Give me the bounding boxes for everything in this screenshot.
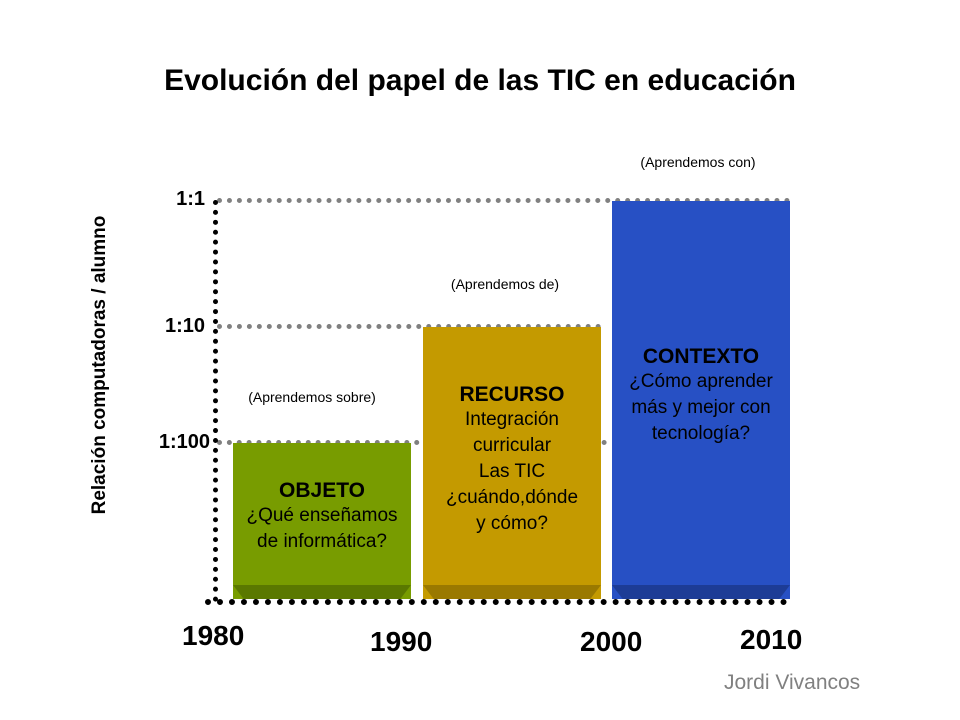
note-contexto: (Aprendemos con) [640,154,756,170]
bar-bevel [233,585,411,599]
stage-text-line: ¿Qué enseñamos [246,505,398,526]
y-axis-label: Relación computadoras / alumno [89,215,110,515]
note-recurso: (Aprendemos de) [450,276,560,292]
x-tick-1990: 1990 [370,626,433,657]
stage-title: CONTEXTO [642,345,760,368]
stage-text-line: Integración [464,409,559,430]
gridline-1-1 [217,198,790,203]
x-tick-1980: 1980 [182,620,245,651]
author-credit: Jordi Vivancos [724,671,861,694]
y-axis [213,200,218,602]
x-tick-2010: 2010 [740,624,803,655]
x-tick-2000: 2000 [580,626,643,657]
stage-text-line: tecnología? [651,423,751,444]
stage-text-line: de informática? [257,531,387,552]
bar-contexto: CONTEXTO ¿Cómo aprender más y mejor con … [612,201,790,599]
gridline-1-100 [217,440,607,445]
stage-text-line: curricular [472,435,552,456]
stage-text-line: más y mejor con [631,397,771,418]
stage-title: RECURSO [459,383,565,406]
stage-title: OBJETO [279,479,365,502]
y-tick-1-1: 1:1 [176,188,205,210]
y-tick-1-100: 1:100 [158,431,210,453]
stage-text-line: ¿cuándo,dónde [445,487,579,508]
bar-objeto: OBJETO ¿Qué enseñamos de informática? [233,443,411,599]
note-objeto: (Aprendemos sobre) [248,389,376,405]
stage-text-line: ¿Cómo aprender [629,371,773,392]
stage-text-line: y cómo? [476,513,548,534]
bar-bevel [423,585,601,599]
bar-bevel [612,585,790,599]
stage-text-line: Las TIC [478,461,546,482]
page-title: Evolución del papel de las TIC en educac… [164,64,796,97]
y-tick-1-10: 1:10 [164,315,205,337]
bar-recurso: RECURSO Integración curricular Las TIC ¿… [423,327,601,599]
gridline-1-10 [217,324,601,329]
x-axis [205,599,787,605]
